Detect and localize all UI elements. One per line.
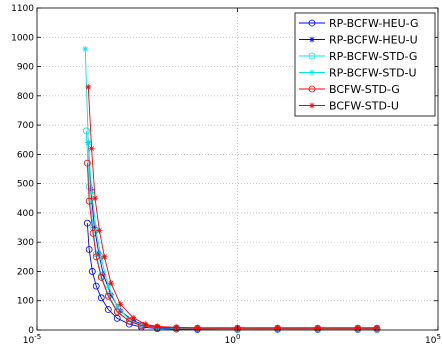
data-point bbox=[97, 294, 105, 302]
data-point bbox=[83, 219, 91, 227]
legend-box bbox=[294, 12, 436, 117]
data-point bbox=[137, 322, 145, 330]
data-point bbox=[373, 324, 380, 331]
legend-label: RP-BCFW-HEU-G bbox=[329, 17, 419, 30]
legend-entry: RP-BCFW-STD-U bbox=[299, 67, 417, 80]
data-point bbox=[354, 324, 361, 331]
data-point bbox=[130, 314, 137, 321]
data-point bbox=[314, 324, 321, 331]
data-point bbox=[85, 197, 93, 205]
data-point bbox=[113, 314, 121, 322]
legend-label: BCFW-STD-U bbox=[329, 100, 399, 113]
data-point bbox=[309, 69, 315, 76]
data-point bbox=[274, 324, 281, 331]
data-point bbox=[92, 282, 100, 290]
legend: RP-BCFW-HEU-G RP-BCFW-HEU-U RP-BCFW-STD-G R… bbox=[294, 12, 436, 117]
y-tick-label: 900 bbox=[17, 63, 34, 73]
data-point bbox=[96, 227, 103, 234]
legend-entry: RP-BCFW-STD-G bbox=[299, 50, 417, 63]
legend-entry: BCFW-STD-G bbox=[299, 83, 400, 96]
data-point bbox=[91, 224, 98, 231]
y-tick-label: 500 bbox=[17, 180, 34, 190]
legend-label: RP-BCFW-STD-G bbox=[329, 50, 417, 63]
y-tick-label: 0 bbox=[28, 326, 34, 336]
data-point bbox=[85, 183, 93, 190]
data-point bbox=[104, 306, 112, 313]
data-point bbox=[308, 85, 316, 93]
y-tick-label: 300 bbox=[17, 238, 34, 248]
data-point bbox=[173, 324, 180, 331]
x-tick-label: 100 bbox=[225, 333, 241, 346]
grid-lines bbox=[37, 8, 438, 330]
data-point bbox=[98, 255, 105, 262]
data-point bbox=[105, 283, 112, 290]
data-point bbox=[88, 268, 96, 275]
data-point bbox=[92, 195, 99, 202]
legend-entry: BCFW-STD-U bbox=[299, 100, 399, 113]
data-point bbox=[82, 127, 90, 135]
y-tick-label: 800 bbox=[17, 92, 34, 102]
data-point bbox=[114, 303, 121, 310]
data-point bbox=[142, 321, 149, 328]
data-point bbox=[89, 229, 97, 237]
data-point bbox=[154, 323, 161, 330]
x-axis: 10-5 100 105 bbox=[23, 8, 441, 346]
data-point bbox=[97, 273, 105, 281]
data-point bbox=[93, 227, 100, 234]
y-tick-label: 200 bbox=[17, 267, 34, 277]
data-point bbox=[92, 253, 100, 261]
data-point bbox=[194, 324, 201, 331]
legend-label: BCFW-STD-G bbox=[329, 83, 400, 96]
legend-label: RP-BCFW-HEU-U bbox=[329, 34, 418, 47]
data-point bbox=[308, 19, 316, 27]
data-point bbox=[83, 159, 91, 167]
series-bcfw-std-g bbox=[83, 159, 381, 332]
y-tick-label: 1000 bbox=[11, 33, 34, 43]
data-point bbox=[85, 84, 92, 91]
data-point bbox=[308, 52, 316, 60]
data-point bbox=[100, 271, 107, 278]
data-point bbox=[88, 145, 95, 152]
series-line bbox=[86, 163, 377, 329]
data-point bbox=[113, 308, 121, 316]
data-point bbox=[85, 139, 92, 146]
data-point bbox=[85, 246, 93, 253]
y-tick-label: 100 bbox=[17, 297, 34, 307]
data-point bbox=[88, 189, 95, 196]
x-tick-label: 10-5 bbox=[23, 333, 41, 346]
data-point bbox=[101, 253, 108, 260]
legend-label: RP-BCFW-STD-U bbox=[329, 67, 417, 80]
y-tick-label: 700 bbox=[17, 121, 34, 131]
y-tick-label: 400 bbox=[17, 209, 34, 219]
data-point bbox=[107, 280, 114, 287]
legend-entry: RP-BCFW-HEU-G bbox=[299, 17, 419, 30]
x-tick-label: 105 bbox=[425, 333, 441, 346]
data-point bbox=[117, 301, 124, 308]
data-point bbox=[138, 322, 145, 329]
data-point bbox=[309, 102, 315, 109]
y-axis: 0 100 200 300 400 500 600 700 800 900 1000 1100 bbox=[11, 4, 438, 336]
data-point bbox=[309, 36, 315, 43]
y-tick-label: 600 bbox=[17, 150, 34, 160]
data-point bbox=[126, 316, 133, 323]
data-point bbox=[104, 292, 112, 300]
data-point bbox=[125, 317, 133, 325]
data-point bbox=[82, 45, 89, 52]
y-tick-label: 1100 bbox=[11, 4, 34, 14]
legend-entry: RP-BCFW-HEU-U bbox=[299, 34, 418, 47]
